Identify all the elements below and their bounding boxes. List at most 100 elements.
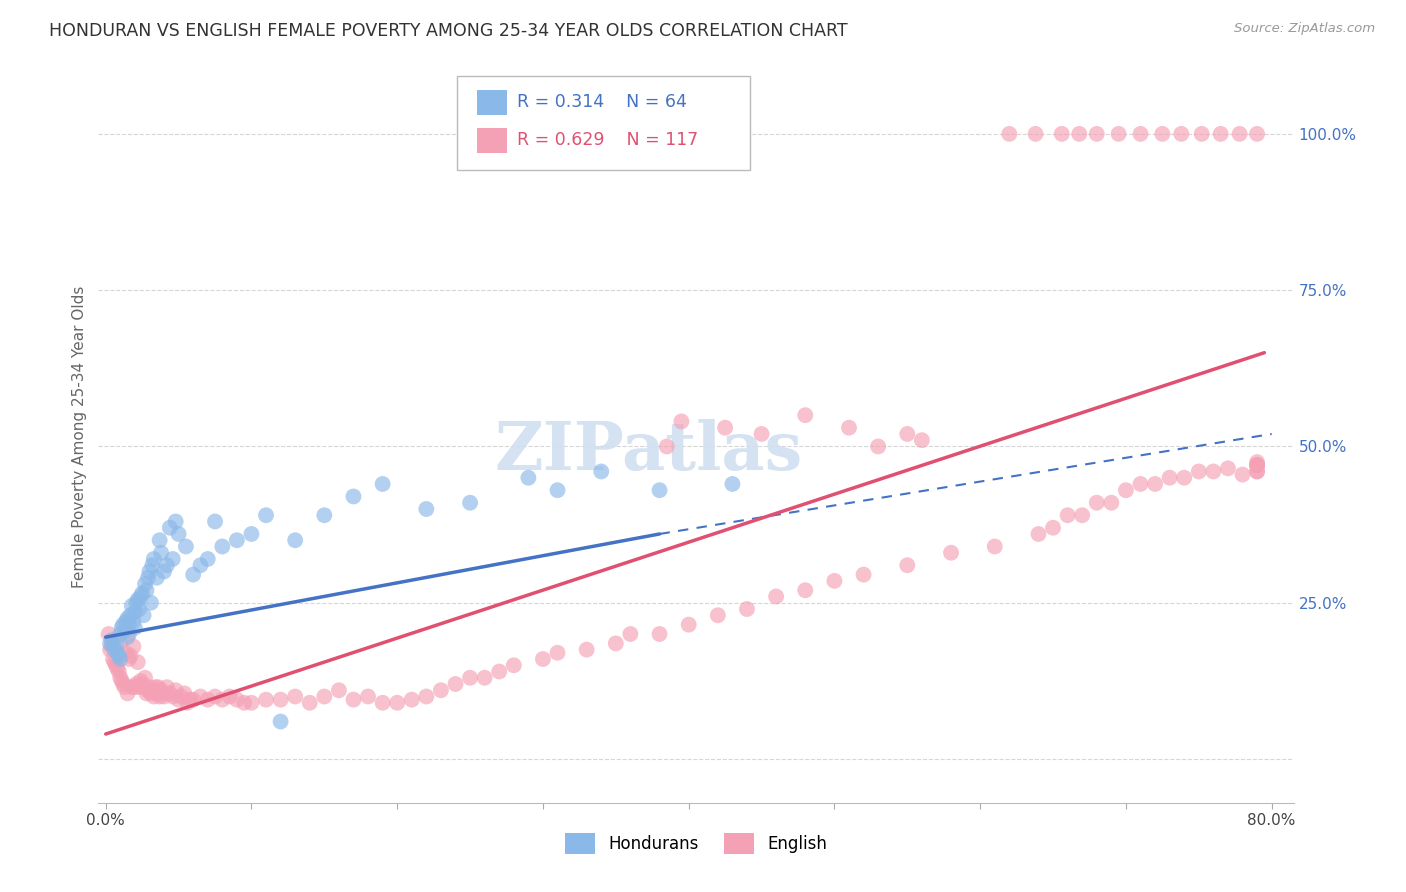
Point xyxy=(121,680,143,694)
Point xyxy=(1028,527,1050,541)
Point xyxy=(547,646,569,660)
Point xyxy=(148,680,170,694)
Point xyxy=(655,440,678,454)
Point xyxy=(112,617,135,632)
Point xyxy=(1173,471,1195,485)
Point xyxy=(138,680,160,694)
Point xyxy=(998,127,1021,141)
Point xyxy=(120,608,142,623)
Text: HONDURAN VS ENGLISH FEMALE POVERTY AMONG 25-34 YEAR OLDS CORRELATION CHART: HONDURAN VS ENGLISH FEMALE POVERTY AMONG… xyxy=(49,22,848,40)
Point xyxy=(138,565,160,579)
Point xyxy=(1246,465,1268,479)
Point xyxy=(415,690,437,704)
Point xyxy=(342,490,364,504)
Text: ZIPatlas: ZIPatlas xyxy=(494,419,803,484)
Point xyxy=(1071,508,1094,523)
Point xyxy=(179,692,201,706)
Point xyxy=(458,671,481,685)
Point xyxy=(127,655,149,669)
Point xyxy=(104,640,127,654)
Point xyxy=(141,558,163,573)
Point xyxy=(121,599,143,613)
Point xyxy=(218,690,240,704)
Point xyxy=(134,671,156,685)
Point xyxy=(101,636,124,650)
Point xyxy=(110,636,132,650)
Point xyxy=(1159,471,1181,485)
Y-axis label: Female Poverty Among 25-34 Year Olds: Female Poverty Among 25-34 Year Olds xyxy=(72,286,87,588)
Point xyxy=(1115,483,1137,498)
Point xyxy=(240,527,263,541)
Point xyxy=(129,673,152,688)
Point xyxy=(254,692,277,706)
Point xyxy=(648,483,671,498)
Point xyxy=(415,502,437,516)
Point xyxy=(115,646,138,660)
Point xyxy=(142,690,165,704)
Point xyxy=(159,686,181,700)
Point xyxy=(98,642,121,657)
Point xyxy=(110,652,132,666)
Point xyxy=(225,533,247,548)
Point xyxy=(145,571,167,585)
Legend: Hondurans, English: Hondurans, English xyxy=(558,827,834,860)
Point xyxy=(751,426,773,441)
Point xyxy=(204,690,226,704)
Point xyxy=(1085,496,1108,510)
Point xyxy=(128,680,150,694)
Point xyxy=(105,646,128,660)
Point xyxy=(1188,465,1211,479)
Point xyxy=(488,665,510,679)
Text: Source: ZipAtlas.com: Source: ZipAtlas.com xyxy=(1234,22,1375,36)
Point xyxy=(127,592,149,607)
Point xyxy=(284,533,307,548)
Point xyxy=(240,696,263,710)
Point xyxy=(1246,465,1268,479)
Point xyxy=(97,627,120,641)
Point xyxy=(314,690,336,704)
Point xyxy=(120,648,142,663)
Point xyxy=(176,696,198,710)
Point xyxy=(197,552,219,566)
Point xyxy=(1202,465,1225,479)
Point xyxy=(117,686,139,700)
FancyBboxPatch shape xyxy=(477,90,508,115)
Point xyxy=(270,714,292,729)
Point xyxy=(108,648,131,663)
Point xyxy=(444,677,467,691)
Point xyxy=(165,683,187,698)
Point xyxy=(1246,458,1268,473)
Point xyxy=(149,690,172,704)
Point xyxy=(547,483,569,498)
Point xyxy=(1170,127,1192,141)
Point xyxy=(162,552,184,566)
Point xyxy=(678,617,700,632)
Point xyxy=(129,590,152,604)
Point xyxy=(298,696,321,710)
Point xyxy=(357,690,380,704)
Point xyxy=(284,690,307,704)
Point xyxy=(1099,496,1122,510)
Point xyxy=(135,686,157,700)
Text: R = 0.314    N = 64: R = 0.314 N = 64 xyxy=(517,93,686,112)
Point xyxy=(156,680,179,694)
Point xyxy=(502,658,524,673)
Point xyxy=(735,602,758,616)
Point xyxy=(136,683,159,698)
Point xyxy=(124,605,146,619)
Point xyxy=(1144,477,1167,491)
Point xyxy=(145,686,167,700)
Point xyxy=(911,434,934,448)
Point xyxy=(852,567,875,582)
Point xyxy=(1129,477,1152,491)
Point xyxy=(131,586,153,600)
Point xyxy=(114,624,136,638)
Point xyxy=(1216,461,1239,475)
Point xyxy=(128,602,150,616)
Point xyxy=(1056,508,1078,523)
Point xyxy=(150,683,173,698)
Point xyxy=(167,692,190,706)
Point xyxy=(1232,467,1254,482)
Point xyxy=(141,683,163,698)
Point xyxy=(124,680,146,694)
